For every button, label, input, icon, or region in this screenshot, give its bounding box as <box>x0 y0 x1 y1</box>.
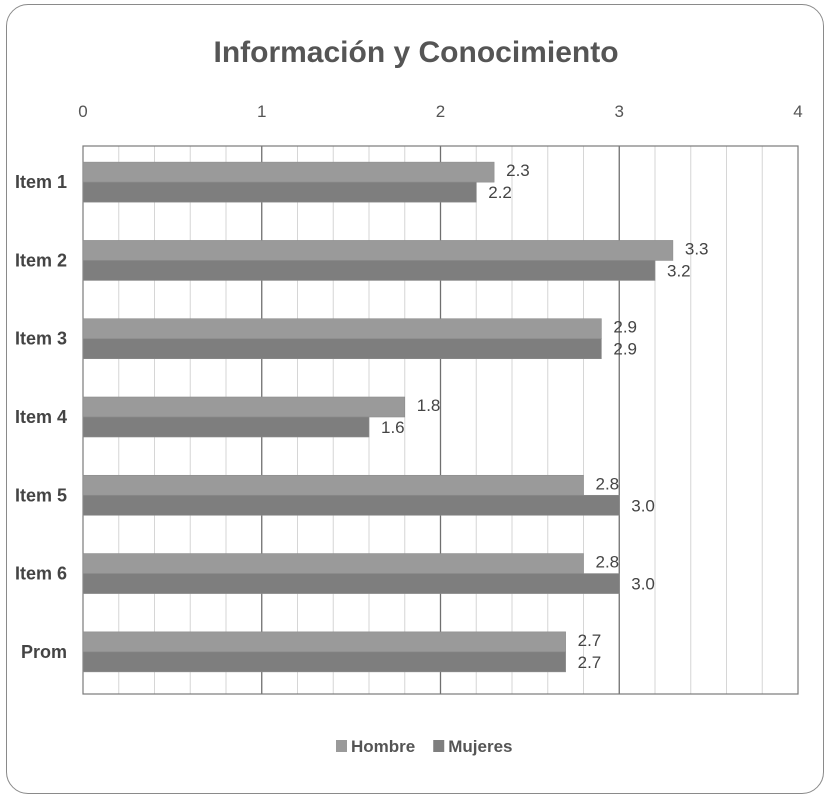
data-label-hombre: 2.8 <box>596 474 620 493</box>
bars <box>82 161 674 673</box>
bar-hombre <box>82 161 495 183</box>
data-label-hombre: 2.9 <box>613 318 637 337</box>
x-axis-tick-labels: 0 1 2 3 4 <box>78 102 802 121</box>
bar-mujeres <box>82 416 370 438</box>
bar-hombre <box>82 240 674 261</box>
minor-gridlines <box>118 146 763 694</box>
x-tick-label: 3 <box>615 102 624 121</box>
data-label-mujeres: 3.0 <box>631 575 655 594</box>
legend-label-mujeres: Mujeres <box>448 737 512 756</box>
bar-mujeres <box>82 651 566 673</box>
category-label: Prom <box>21 642 67 662</box>
x-tick-label: 0 <box>78 102 87 121</box>
data-label-hombre: 2.7 <box>578 631 602 650</box>
chart-title: Información y Conocimiento <box>213 36 618 69</box>
legend: Hombre Mujeres <box>336 737 512 756</box>
data-label-mujeres: 2.9 <box>613 340 637 359</box>
data-label-mujeres: 2.7 <box>578 653 602 672</box>
category-label: Item 5 <box>15 485 67 505</box>
bar-hombre <box>82 318 602 340</box>
data-label-mujeres: 3.2 <box>667 261 691 280</box>
bar-hombre <box>82 553 584 574</box>
data-labels: 2.3 2.2 3.3 3.2 2.9 2.9 1.8 1.6 2.8 3.0 2.8 3.0 2.7 2… <box>381 161 709 672</box>
data-label-hombre: 3.3 <box>685 239 709 258</box>
legend-label-hombre: Hombre <box>351 737 415 756</box>
data-label-hombre: 2.3 <box>506 161 530 180</box>
bar-mujeres <box>82 494 620 516</box>
bar-mujeres <box>82 260 656 281</box>
x-tick-label: 1 <box>257 102 266 121</box>
category-label: Item 2 <box>15 250 67 270</box>
bar-mujeres <box>82 338 602 360</box>
x-tick-label: 4 <box>793 102 802 121</box>
bar-mujeres <box>82 573 620 594</box>
bar-mujeres <box>82 181 477 203</box>
legend-swatch-hombre <box>336 740 347 752</box>
category-label: Item 1 <box>15 172 67 192</box>
legend-swatch-mujeres <box>433 740 445 752</box>
category-labels: Item 1 Item 2 Item 3 Item 4 Item 5 Item 6 Prom <box>15 172 67 662</box>
bar-hombre <box>82 474 584 496</box>
bar-hombre <box>82 396 406 418</box>
x-tick-label: 2 <box>436 102 445 121</box>
bar-hombre <box>82 631 566 653</box>
category-label: Item 6 <box>15 564 67 584</box>
data-label-mujeres: 2.2 <box>488 183 512 202</box>
data-label-mujeres: 3.0 <box>631 496 655 515</box>
data-label-hombre: 1.8 <box>417 396 441 415</box>
category-label: Item 4 <box>15 407 67 427</box>
data-label-hombre: 2.8 <box>596 553 620 572</box>
data-label-mujeres: 1.6 <box>381 418 405 437</box>
category-label: Item 3 <box>15 329 67 349</box>
